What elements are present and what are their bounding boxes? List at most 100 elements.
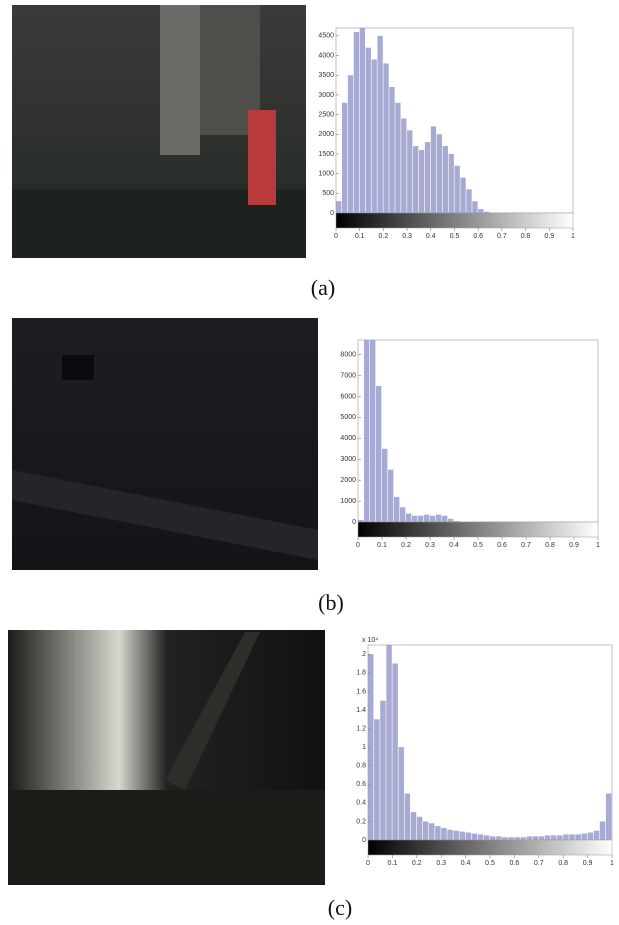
bar bbox=[424, 514, 430, 522]
y-tick-label: 1 bbox=[362, 744, 366, 751]
bar bbox=[569, 834, 575, 840]
y-tick-label: 0 bbox=[362, 837, 366, 844]
bar bbox=[398, 747, 404, 840]
x-tick-label: 0.5 bbox=[450, 233, 460, 240]
y-tick-label: 1000 bbox=[318, 170, 334, 177]
bar bbox=[593, 830, 600, 840]
bar bbox=[404, 793, 411, 840]
y-tick-label: 1500 bbox=[318, 151, 334, 158]
bar bbox=[410, 812, 417, 840]
x-tick-label: 0.3 bbox=[425, 542, 435, 549]
bar bbox=[358, 519, 364, 522]
bar bbox=[380, 700, 386, 840]
colorbar bbox=[357, 521, 599, 538]
bar bbox=[599, 821, 606, 840]
bar bbox=[401, 118, 407, 213]
bar bbox=[418, 515, 424, 522]
y-tick-label: 3000 bbox=[318, 92, 334, 99]
y-tick-label: 3500 bbox=[318, 72, 334, 79]
bar bbox=[413, 146, 419, 213]
bar bbox=[436, 134, 443, 213]
y-tick-label: 7000 bbox=[340, 372, 356, 379]
bar bbox=[407, 130, 413, 213]
bar bbox=[587, 832, 594, 840]
bar bbox=[526, 836, 533, 840]
bar bbox=[406, 513, 412, 522]
caption: (b) bbox=[318, 590, 344, 615]
bar bbox=[341, 102, 348, 213]
bar bbox=[502, 837, 508, 840]
x-tick-label: 0.4 bbox=[426, 233, 436, 240]
y-tick-label: 1.6 bbox=[356, 688, 366, 695]
bar bbox=[412, 515, 418, 522]
bar bbox=[472, 201, 478, 213]
x-tick-label: 0.8 bbox=[545, 542, 555, 549]
bar bbox=[551, 835, 557, 840]
bar bbox=[371, 59, 377, 213]
bar bbox=[388, 469, 394, 522]
bar bbox=[365, 47, 371, 214]
bar bbox=[364, 340, 370, 522]
bar bbox=[442, 146, 448, 213]
x-tick-label: 1 bbox=[596, 542, 600, 549]
bar bbox=[376, 386, 382, 522]
x-tick-label: 0.1 bbox=[355, 233, 365, 240]
bar bbox=[441, 827, 447, 840]
photo-a bbox=[12, 5, 306, 258]
bar bbox=[368, 654, 374, 840]
bar bbox=[454, 520, 460, 522]
bar bbox=[416, 816, 423, 840]
bar bbox=[459, 831, 465, 840]
bar bbox=[477, 834, 484, 840]
y-tick-label: 0.4 bbox=[356, 800, 366, 807]
y-tick-label: 1.4 bbox=[356, 707, 366, 714]
colorbar bbox=[335, 212, 574, 229]
bar bbox=[436, 514, 442, 522]
bar bbox=[400, 507, 406, 522]
x-tick-label: 0.6 bbox=[497, 542, 507, 549]
bar bbox=[389, 87, 395, 213]
x-tick-label: 0 bbox=[334, 233, 338, 240]
colorbar bbox=[367, 839, 613, 856]
x-tick-label: 0.2 bbox=[412, 860, 422, 867]
bar bbox=[336, 201, 342, 213]
y-tick-label: 4000 bbox=[340, 435, 356, 442]
y-tick-label: 4500 bbox=[318, 33, 334, 40]
bar bbox=[347, 75, 354, 213]
y-tick-label: 2 bbox=[362, 651, 366, 658]
bar bbox=[563, 834, 569, 840]
bar bbox=[466, 189, 472, 213]
x-tick-label: 0.3 bbox=[402, 233, 412, 240]
x-tick-label: 0.9 bbox=[544, 233, 554, 240]
x-tick-label: 0.5 bbox=[473, 542, 483, 549]
bar bbox=[520, 837, 526, 840]
bar bbox=[557, 835, 563, 840]
x-tick-label: 0.2 bbox=[401, 542, 411, 549]
bar bbox=[374, 719, 380, 840]
bar bbox=[496, 836, 502, 840]
bar bbox=[435, 826, 441, 840]
bar bbox=[429, 823, 435, 840]
x-tick-label: 0.4 bbox=[461, 860, 471, 867]
x-tick-label: 0.9 bbox=[569, 542, 579, 549]
caption: (a) bbox=[311, 275, 335, 300]
bar bbox=[424, 142, 431, 213]
x-tick-label: 0.7 bbox=[534, 860, 544, 867]
y-tick-label: 8000 bbox=[340, 351, 356, 358]
y-tick-label: 2500 bbox=[318, 111, 334, 118]
bar bbox=[514, 837, 520, 840]
y-tick-label: 3000 bbox=[340, 456, 356, 463]
bar bbox=[453, 830, 459, 840]
y-tick-label: 2000 bbox=[340, 477, 356, 484]
bar bbox=[370, 340, 376, 522]
caption: (c) bbox=[328, 895, 352, 920]
y-tick-label: 5000 bbox=[340, 414, 356, 421]
x-tick-label: 0.6 bbox=[473, 233, 483, 240]
y-tick-label: 0.8 bbox=[356, 763, 366, 770]
bar bbox=[484, 211, 490, 213]
y-tick-label: 0.2 bbox=[356, 818, 366, 825]
y-tick-label: 1.8 bbox=[356, 670, 366, 677]
bar bbox=[418, 150, 425, 213]
